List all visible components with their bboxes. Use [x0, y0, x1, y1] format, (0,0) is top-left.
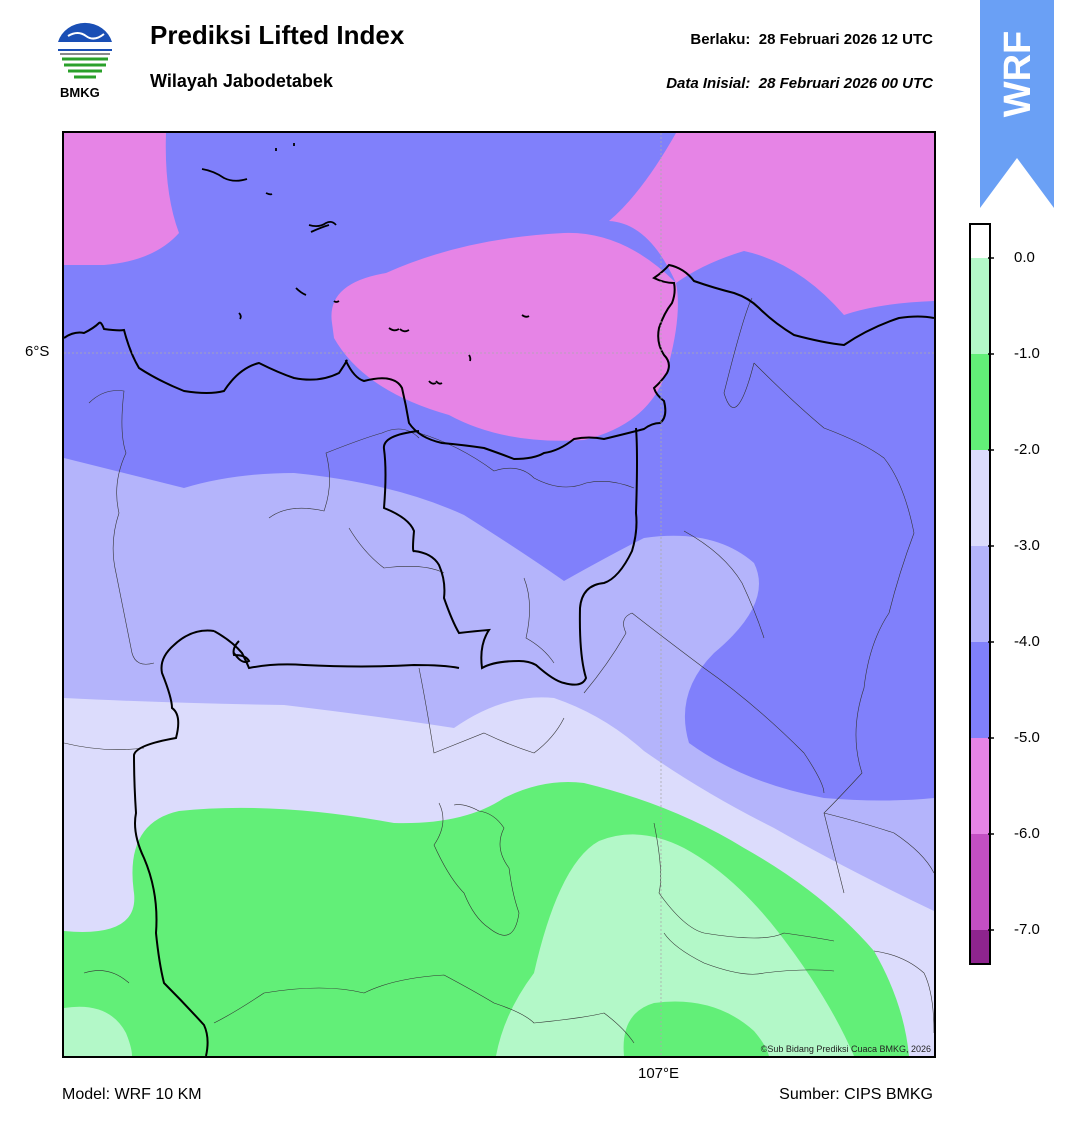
- model-info: Model: WRF 10 KM: [62, 1086, 202, 1103]
- colorbar-band: [970, 834, 990, 930]
- region-subtitle: Wilayah Jabodetabek: [150, 71, 333, 91]
- islands: [201, 143, 530, 385]
- colorbar-band: [970, 354, 990, 450]
- bmkg-logo-icon: [58, 22, 112, 79]
- colorbar-tick-label: -4.0: [1014, 633, 1040, 650]
- latitude-label: 6°S: [25, 343, 50, 360]
- init-time: Data Inisial: 28 Februari 2026 00 UTC: [666, 75, 933, 92]
- colorbar-band: [970, 450, 990, 546]
- map-panel: [62, 131, 936, 1058]
- logo-text: BMKG: [60, 85, 100, 100]
- colorbar-tick-label: -7.0: [1014, 921, 1040, 938]
- colorbar-band: [970, 642, 990, 738]
- coastline: [64, 263, 934, 461]
- colorbar-tick-label: -1.0: [1014, 345, 1040, 362]
- page-title: Prediksi Lifted Index: [150, 20, 405, 50]
- longitude-label: 107°E: [638, 1065, 680, 1082]
- colorbar-cap: [970, 224, 990, 258]
- valid-time: Berlaku: 28 Februari 2026 12 UTC: [690, 31, 933, 48]
- colorbar-tick-label: -3.0: [1014, 537, 1040, 554]
- colorbar-band: [970, 738, 990, 834]
- province-boundaries: [132, 427, 638, 1056]
- source-info: Sumber: CIPS BMKG: [779, 1086, 933, 1103]
- colorbar-band: [970, 546, 990, 642]
- valid-time-value: 28 Februari 2026 12 UTC: [758, 31, 933, 48]
- district-boundaries: [64, 297, 934, 1044]
- colorbar: [969, 223, 994, 965]
- colorbar-band: [970, 258, 990, 354]
- contour-band-neg1-2: [623, 1001, 769, 1056]
- valid-label: Berlaku:: [690, 31, 751, 48]
- contour-band-neg5-6: [64, 133, 179, 265]
- wrf-badge: WRF: [980, 0, 1054, 208]
- lifted-index-map: [64, 133, 934, 1056]
- colorbar-tick-label: 0.0: [1014, 249, 1035, 266]
- contour-band-0-neg1: [64, 1006, 132, 1056]
- copyright-note: ©Sub Bidang Prediksi Cuaca BMKG, 2026: [760, 1044, 931, 1054]
- colorbar-tick-label: -6.0: [1014, 825, 1040, 842]
- init-time-value: 28 Februari 2026 00 UTC: [758, 75, 933, 92]
- contour-band-neg5-6: [609, 133, 934, 315]
- init-label: Data Inisial:: [666, 75, 751, 92]
- colorbar-band: [970, 930, 990, 964]
- colorbar-tick-label: -2.0: [1014, 441, 1040, 458]
- colorbar-tick-label: -5.0: [1014, 729, 1040, 746]
- contour-band-neg5-6: [331, 232, 678, 441]
- wrf-badge-label: WRF: [997, 31, 1039, 118]
